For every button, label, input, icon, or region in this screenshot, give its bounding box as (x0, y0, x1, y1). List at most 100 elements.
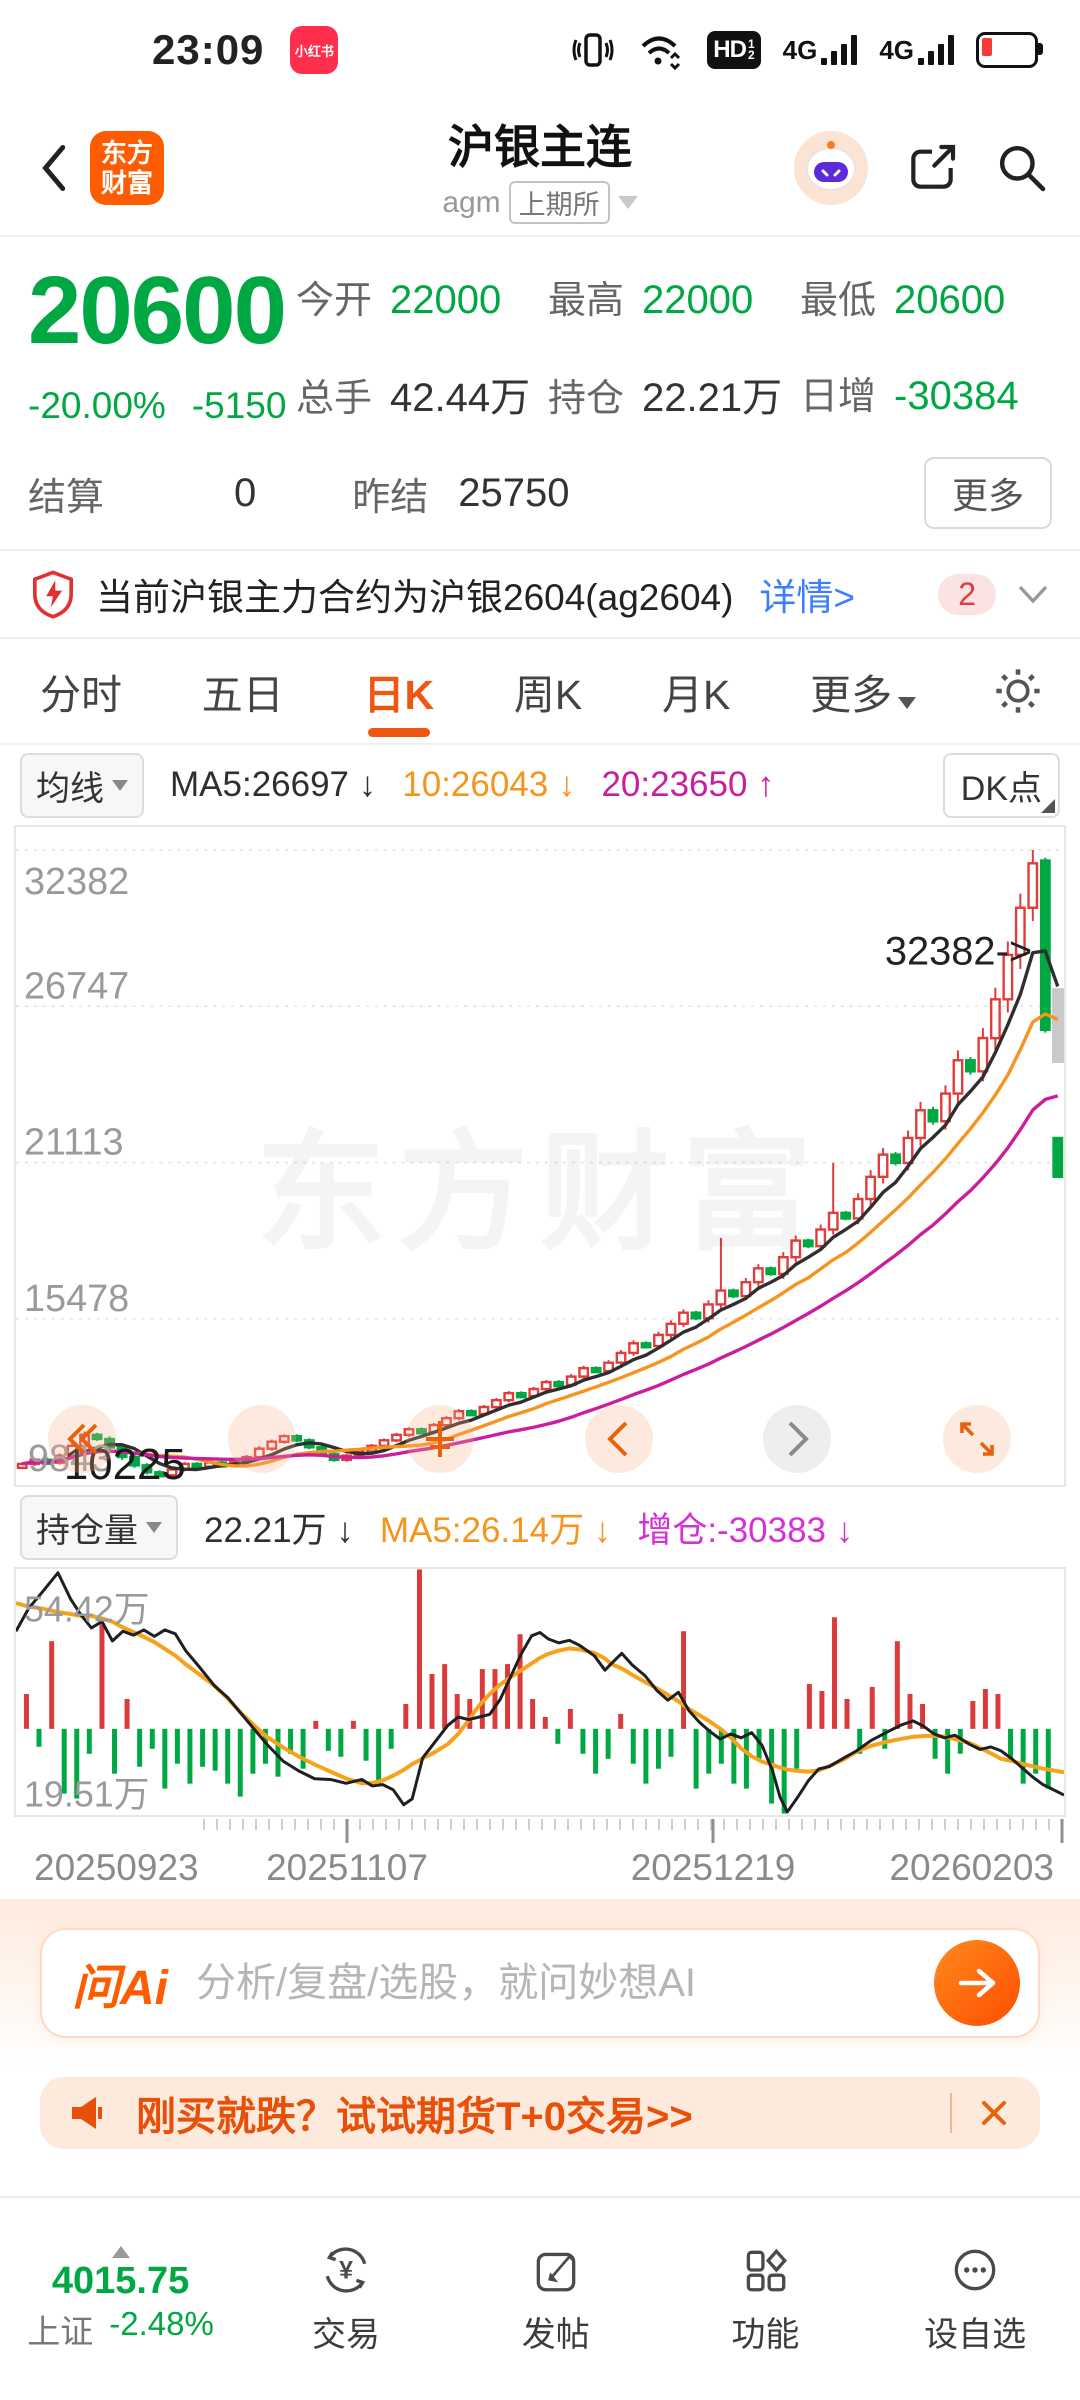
crosshair-button[interactable] (406, 1405, 474, 1473)
date-tick: 20260203 (889, 1847, 1054, 1888)
index-name: 上证 (27, 2312, 94, 2350)
nav-post[interactable]: 发帖 (451, 2243, 661, 2356)
wifi-icon (641, 36, 681, 71)
nav-trade[interactable]: ¥ 交易 (241, 2243, 451, 2356)
close-icon[interactable] (976, 2095, 1012, 2131)
watchlist-ellipsis-icon (954, 2249, 996, 2290)
pan-right-button[interactable] (763, 1405, 831, 1473)
field-oi-change: 日增 -30384 (800, 374, 1019, 418)
chart-nav-overlay (16, 827, 1064, 1485)
oi-svg[interactable]: 54.42万 19.51万 (16, 1569, 1064, 1815)
tab-5day[interactable]: 五日 (201, 672, 284, 718)
ai-search-bar[interactable]: 问Ai (40, 1928, 1040, 2038)
promo-banner[interactable]: 刚买就跌？试试期货T+0交易>> (40, 2077, 1040, 2149)
svg-text:54.42万: 54.42万 (24, 1589, 150, 1629)
ma-selector[interactable]: 均线 (20, 752, 144, 818)
field-high: 最高 22000 (548, 278, 754, 322)
field-open: 今开 22000 (296, 278, 502, 322)
chevron-down-icon (112, 779, 128, 791)
last-price: 20600 (28, 257, 287, 364)
ai-assistant-avatar[interactable] (792, 129, 870, 207)
pan-left-button[interactable] (585, 1405, 653, 1473)
tab-daily-k[interactable]: 日K (360, 647, 439, 735)
open-interest-chart[interactable]: 54.42万 19.51万 (14, 1567, 1066, 1817)
alert-shield-icon (33, 570, 73, 619)
timeline-ruler[interactable] (14, 1817, 1066, 1847)
index-quote-shortcut[interactable]: 4015.75 上证 -2.48% (0, 2245, 241, 2353)
index-value: 4015.75 (51, 2259, 190, 2302)
period-tabbar: 分时 五日 日K 周K 月K 更多 (0, 639, 1080, 745)
ai-section: 问Ai (0, 1899, 1080, 2067)
date-axis: 20250923 20251107 20251219 20260203 (14, 1847, 1066, 1899)
field-open-interest: 持仓 22.21万 (548, 376, 783, 420)
change-value: -5150 (191, 385, 287, 426)
xiaohongshu-notification-icon: 小红书 (290, 26, 339, 74)
signal-4g-sim2-icon: 4G (879, 35, 954, 66)
tab-weekly-k[interactable]: 周K (513, 672, 583, 718)
chevron-down-icon (898, 697, 917, 709)
nav-features[interactable]: 功能 (661, 2243, 871, 2356)
fullscreen-button[interactable] (943, 1405, 1011, 1473)
search-icon[interactable] (994, 140, 1050, 196)
share-icon[interactable] (904, 140, 960, 196)
chevron-down-icon (146, 1521, 162, 1533)
index-percent: -2.48% (109, 2304, 214, 2342)
zoom-button[interactable] (228, 1405, 296, 1473)
features-grid-icon (747, 2248, 788, 2291)
svg-text:26747: 26747 (24, 965, 129, 1007)
more-button[interactable]: 更多 (923, 457, 1052, 529)
fast-backward-button[interactable] (48, 1405, 116, 1473)
trade-yen-icon: ¥ (325, 2246, 367, 2293)
instrument-code: agm (442, 185, 501, 219)
notice-count-badge: 2 (938, 573, 996, 615)
svg-text:19.51万: 19.51万 (24, 1775, 150, 1815)
wen-ai-logo: 问Ai (72, 1962, 169, 2015)
svg-text:9843: 9843 (28, 1438, 112, 1480)
prev-settle-value: 25750 (458, 470, 570, 515)
signal-4g-sim1-icon: 4G (783, 35, 858, 66)
field-volume: 总手 42.44万 (296, 376, 531, 420)
oi-ma5-value: MA5:26.14万 ↓ (379, 1510, 612, 1550)
tab-minute[interactable]: 分时 (40, 672, 122, 718)
field-low: 最低 20600 (800, 278, 1006, 322)
arrow-right-icon (958, 1968, 996, 1998)
ma10-value: 10:26043 ↓ (402, 765, 576, 804)
ma20-value: 20:23650 ↑ (601, 765, 775, 804)
tab-more[interactable]: 更多 (806, 647, 920, 735)
date-tick: 20250923 (34, 1847, 199, 1888)
triangle-up-icon (111, 2245, 130, 2258)
date-tick: 20251107 (266, 1847, 428, 1888)
dk-point-button[interactable]: DK点 (942, 752, 1060, 818)
nav-add-watchlist[interactable]: 设自选 (870, 2243, 1080, 2356)
tab-monthly-k[interactable]: 月K (662, 672, 731, 718)
oi-selector[interactable]: 持仓量 (20, 1494, 178, 1560)
notice-expand-icon[interactable] (1016, 582, 1050, 606)
instrument-title[interactable]: 沪银主连 agm 上期所 (290, 111, 790, 224)
ai-question-input[interactable] (194, 1959, 934, 2007)
svg-text:21113: 21113 (24, 1122, 124, 1164)
vibrate-icon (572, 33, 614, 67)
chart-settings-gear-icon[interactable] (992, 665, 1044, 717)
notice-detail-link[interactable]: 详情> (759, 577, 856, 618)
ai-send-button[interactable] (934, 1940, 1020, 2026)
settle-value: 0 (234, 470, 257, 515)
prev-settle-label: 昨结 (352, 476, 429, 519)
date-tick: 20251219 (630, 1847, 796, 1888)
battery-low-icon (976, 32, 1043, 68)
bottom-navbar: 4015.75 上证 -2.48% ¥ 交易 发帖 (0, 2196, 1080, 2400)
post-pencil-icon (536, 2252, 576, 2291)
promo-text[interactable]: 刚买就跌？试试期货T+0交易>> (136, 2095, 693, 2139)
notice-bar[interactable]: 当前沪银主力合约为沪银2604(ag2604) 详情> 2 (0, 549, 1080, 639)
ma5-value: MA5:26697 ↓ (170, 765, 377, 804)
svg-text:15478: 15478 (24, 1278, 129, 1320)
back-icon[interactable] (30, 142, 76, 194)
svg-text:32382->: 32382-> (885, 930, 1032, 974)
oi-value: 22.21万 ↓ (204, 1510, 354, 1550)
svg-text:10225: 10225 (64, 1440, 186, 1485)
